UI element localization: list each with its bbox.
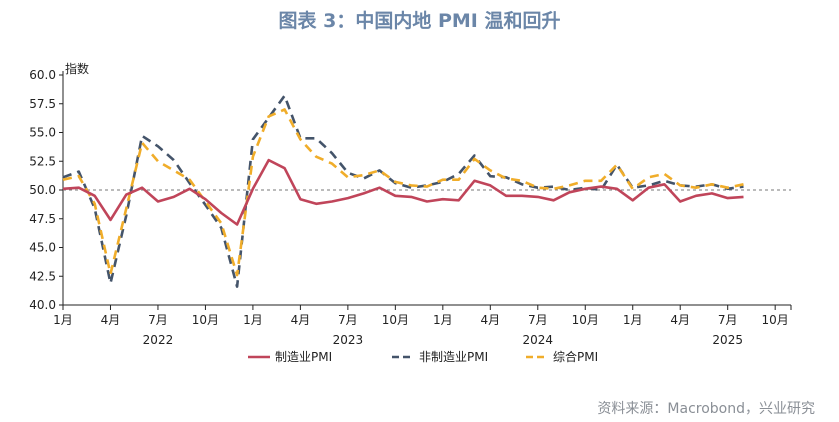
legend-label-0: 制造业PMI [275, 350, 332, 364]
x-tick-label: 7月 [528, 313, 548, 327]
y-tick-label: 52.5 [29, 154, 56, 168]
x-year-label: 2023 [333, 333, 364, 347]
x-tick-label: 7月 [338, 313, 358, 327]
y-tick-label: 55.0 [29, 126, 56, 140]
y-tick-label: 57.5 [29, 97, 56, 111]
x-year-label: 2024 [523, 333, 554, 347]
x-tick-label: 4月 [101, 313, 121, 327]
y-axis-label: 指数 [65, 61, 89, 76]
x-tick-label: 1月 [433, 313, 453, 327]
chart-title: 图表 3：中国内地 PMI 温和回升 [278, 10, 561, 32]
x-tick-label: 4月 [670, 313, 690, 327]
y-tick-label: 42.5 [29, 269, 56, 283]
x-year-label: 2022 [143, 333, 174, 347]
x-tick-label: 1月 [623, 313, 643, 327]
x-tick-label: 4月 [480, 313, 500, 327]
x-year-label: 2025 [712, 333, 743, 347]
x-tick-label: 10月 [192, 313, 219, 327]
x-tick-label: 10月 [382, 313, 409, 327]
x-tick-label: 10月 [762, 313, 789, 327]
x-tick-label: 4月 [291, 313, 311, 327]
source-note: 资料来源：Macrobond，兴业研究 [597, 401, 815, 417]
y-tick-label: 60.0 [29, 68, 56, 82]
y-tick-label: 40.0 [29, 298, 56, 312]
x-tick-label: 1月 [53, 313, 73, 327]
legend-label-1: 非制造业PMI [419, 350, 488, 364]
x-tick-label: 1月 [243, 313, 263, 327]
x-tick-label: 7月 [148, 313, 168, 327]
series-line-0 [62, 158, 744, 226]
y-tick-label: 50.0 [29, 183, 56, 197]
x-tick-label: 7月 [718, 313, 738, 327]
x-tick-label: 10月 [572, 313, 599, 327]
y-tick-label: 45.0 [29, 241, 56, 255]
legend-label-2: 综合PMI [553, 349, 598, 364]
y-tick-label: 47.5 [29, 212, 56, 226]
series-line-1 [62, 94, 744, 288]
series-line-2 [62, 108, 744, 277]
